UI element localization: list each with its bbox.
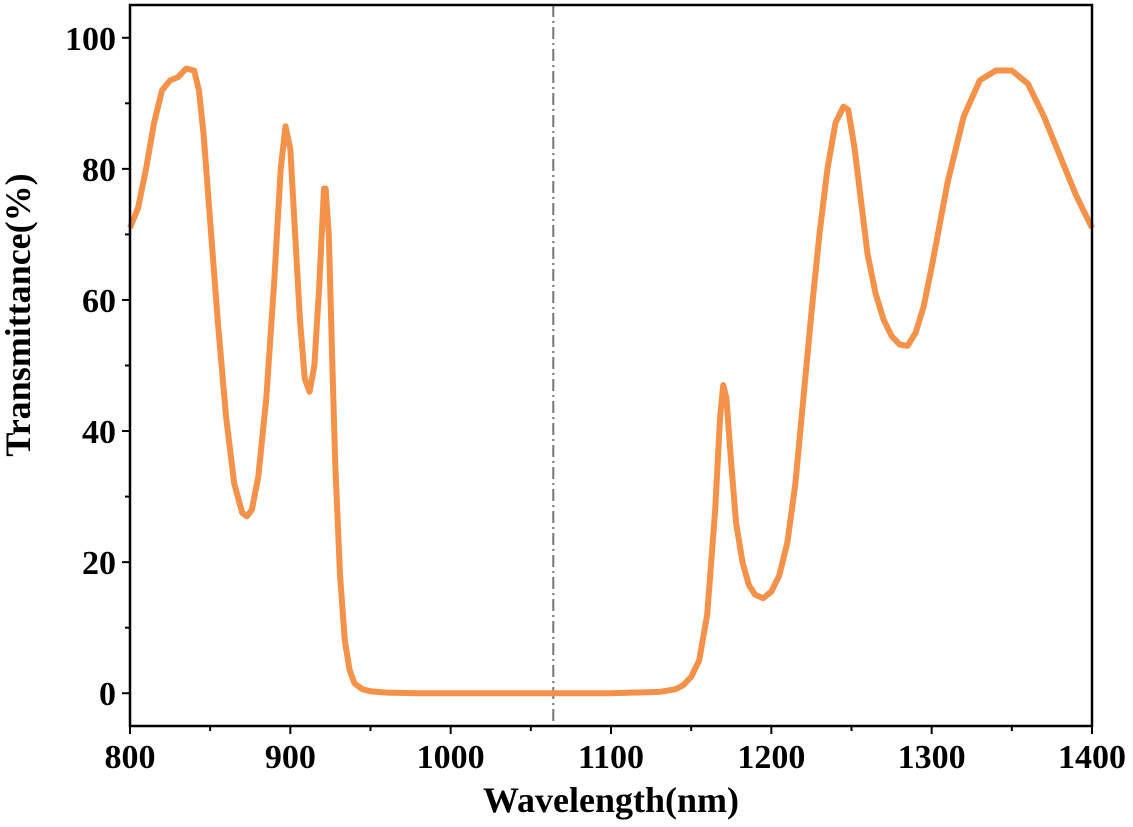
x-tick-label: 1100	[578, 739, 644, 776]
x-axis-label: Wavelength(nm)	[483, 780, 739, 820]
y-tick-label: 60	[82, 283, 116, 320]
plot-frame	[128, 3, 1094, 728]
y-axis-label: Transmittance(%)	[0, 173, 38, 456]
x-tick-label: 800	[105, 739, 156, 776]
y-tick-label: 40	[82, 414, 116, 451]
y-tick-label: 100	[65, 21, 116, 58]
x-tick-label: 1200	[737, 739, 805, 776]
y-tick-label: 0	[99, 676, 116, 713]
x-tick-label: 1400	[1058, 739, 1126, 776]
y-tick-label: 20	[82, 545, 116, 582]
x-tick-label: 900	[265, 739, 316, 776]
y-tick-label: 80	[82, 152, 116, 189]
data-line	[127, 65, 1095, 697]
x-tick-label: 1000	[417, 739, 485, 776]
x-tick-label: 1300	[898, 739, 966, 776]
